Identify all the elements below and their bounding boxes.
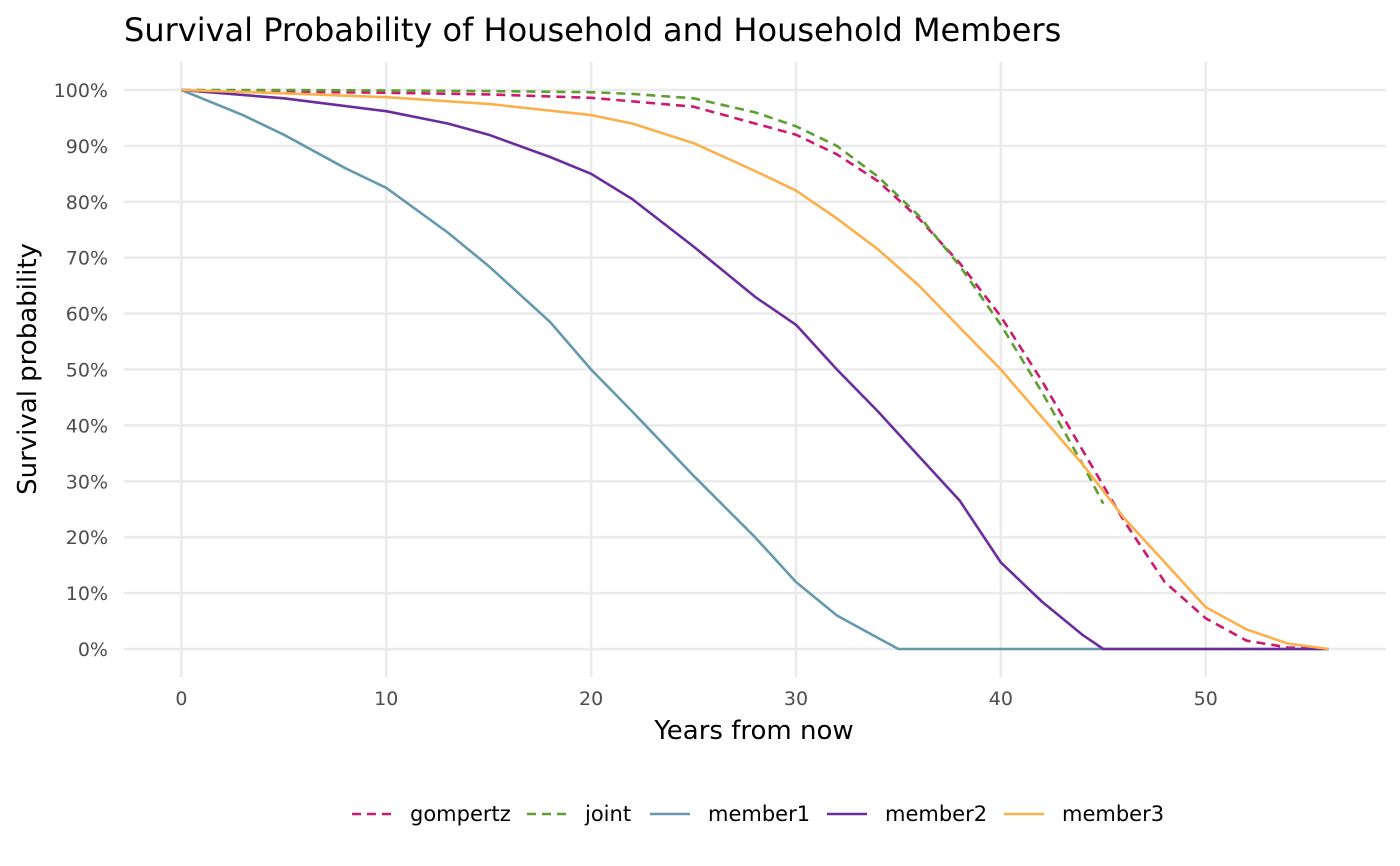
y-tick-label: 10% [66,583,108,605]
x-tick-label: 30 [784,688,808,710]
y-tick-label: 40% [66,415,108,437]
x-tick-label: 50 [1194,688,1218,710]
x-tick-label: 20 [579,688,603,710]
series-line-member1 [180,88,1329,651]
x-axis-tick-labels: 0 10 20 30 40 50 [175,688,1217,710]
y-tick-label: 100% [54,80,108,102]
legend: gompertz joint member1 member2 member3 [352,802,1164,826]
y-tick-label: 60% [66,304,108,326]
legend-label-member1: member1 [708,802,810,826]
series-line-member3 [181,88,1329,651]
series-line-member2 [181,88,1329,651]
x-tick-label: 10 [374,688,398,710]
y-tick-label: 90% [66,136,108,158]
y-tick-label: 50% [66,360,108,382]
series-lines [180,88,1329,651]
y-tick-label: 30% [66,471,108,493]
legend-label-joint: joint [584,802,631,826]
x-axis-title: Years from now [653,716,853,746]
legend-label-member3: member3 [1062,802,1164,826]
y-tick-label: 20% [66,527,108,549]
x-tick-label: 40 [989,688,1013,710]
legend-label-gompertz: gompertz [410,802,511,826]
y-axis-tick-labels: 0% 10% 20% 30% 40% 50% 60% 70% 80% 90% 100% [54,80,108,661]
y-tick-label: 80% [66,192,108,214]
legend-label-member2: member2 [885,802,987,826]
x-tick-label: 0 [175,688,187,710]
series-line-gompertz [181,88,1329,651]
series-line-joint [181,88,1105,505]
y-tick-label: 0% [78,639,108,661]
y-axis-title: Survival probability [13,243,43,495]
y-tick-label: 70% [66,248,108,270]
chart-title: Survival Probability of Household and Ho… [124,11,1061,49]
